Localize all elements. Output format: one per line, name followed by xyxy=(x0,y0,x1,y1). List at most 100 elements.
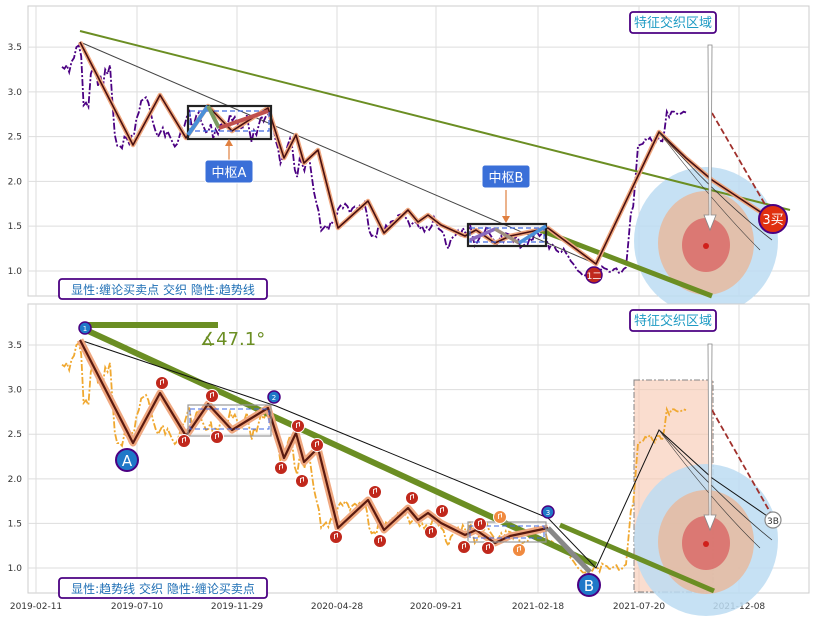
y-tick-label: 2.0 xyxy=(8,475,23,485)
bottom-curve-1 xyxy=(658,429,773,541)
note-glyph xyxy=(410,493,414,500)
x-tick-label: 2021-07-20 xyxy=(613,602,666,612)
x-tick-label: 2021-02-18 xyxy=(512,602,565,612)
note-glyph xyxy=(440,506,444,513)
top-price-line xyxy=(61,43,687,277)
note-marker xyxy=(329,530,343,544)
x-tick-label: 2019-07-10 xyxy=(111,602,164,612)
note-marker xyxy=(274,461,288,475)
bottom-trend-lower xyxy=(559,522,715,594)
top-projection-curve-2 xyxy=(658,131,761,251)
note-marker xyxy=(177,434,191,448)
y-tick-label: 3.0 xyxy=(8,88,23,98)
top-blob-center xyxy=(703,243,709,249)
bottom-pivot-a-box xyxy=(187,404,272,437)
bottom-legend: 显性:趋势线 交织 隐性:缠论买卖点 xyxy=(71,581,255,596)
bottom-panel: 1.01.52.02.53.03.5 2019-02-11 2019-07-10 2… xyxy=(8,303,810,616)
bottom-price-line xyxy=(61,341,687,574)
x-tick-label: 2019-11-29 xyxy=(211,602,264,612)
pivot-b-segment-3 xyxy=(518,224,547,245)
note-glyph xyxy=(315,440,319,447)
y-tick-label: 1.5 xyxy=(8,222,22,232)
point-1-label: 1 xyxy=(83,325,87,333)
pivot-b-box xyxy=(466,222,548,248)
pivot-a-callout: 中枢A xyxy=(212,166,247,181)
bottom-gray-segment xyxy=(546,526,592,574)
note-glyph xyxy=(210,391,214,398)
top-buy-3-label: 3买 xyxy=(762,213,783,228)
pivot-b-segment-2 xyxy=(494,227,520,245)
top-buy-1-marker xyxy=(585,266,603,284)
note-marker xyxy=(473,517,487,531)
note-marker xyxy=(405,491,419,505)
note-marker xyxy=(291,419,305,433)
note-glyph xyxy=(478,519,482,526)
note-glyph xyxy=(296,421,300,428)
top-projection-curve-1 xyxy=(658,131,773,241)
point-3b-label: 3B xyxy=(767,517,779,527)
point-2-label: 2 xyxy=(272,394,276,402)
y-tick-label: 3.5 xyxy=(8,43,22,53)
pivot-b-callout: 中枢B xyxy=(489,171,524,186)
note-glyph xyxy=(215,432,219,439)
pivot-b-segment-1 xyxy=(469,227,496,242)
top-trend-thin xyxy=(79,41,597,265)
top-zone-title: 特征交织区域 xyxy=(634,15,712,31)
note-glyph xyxy=(429,527,433,534)
pivot-a-segment-3 xyxy=(218,109,269,130)
bottom-thin-pen xyxy=(79,339,774,569)
note-glyph xyxy=(334,532,338,539)
bottom-zone-title-box xyxy=(629,309,717,332)
pivot-b-inner xyxy=(469,227,545,243)
y-tick-label: 1.0 xyxy=(8,267,23,277)
note-glyph xyxy=(160,378,164,385)
point-3-marker xyxy=(541,505,555,519)
pivot-a-arrowhead xyxy=(225,139,233,146)
bottom-legend-box xyxy=(58,577,268,599)
pivot-a-inner xyxy=(189,110,270,132)
note-marker xyxy=(373,534,387,548)
y-tick-label: 1.5 xyxy=(8,519,22,529)
note-glyph xyxy=(498,512,502,519)
note-marker xyxy=(310,438,324,452)
point-a-label: A xyxy=(122,452,133,470)
note-marker xyxy=(457,540,471,554)
y-tick-label: 3.0 xyxy=(8,386,23,396)
top-buy-1-label: 1二 xyxy=(587,272,602,282)
bottom-pen xyxy=(79,339,549,545)
note-marker xyxy=(435,504,449,518)
point-b-label: B xyxy=(584,577,594,595)
bottom-y-ticks: 1.0 1.5 2.0 2.5 3.0 3.5 xyxy=(8,341,23,574)
bottom-x-ticks: 2019-02-11 2019-07-10 2019-11-29 2020-04-28… xyxy=(10,602,766,612)
note-marker xyxy=(205,389,219,403)
note-marker xyxy=(295,474,309,488)
top-panel: 1.0 1.5 2.0 2.5 3.0 3.5 xyxy=(8,5,810,315)
pivot-a-box xyxy=(186,104,273,141)
x-tick-label: 2019-02-11 xyxy=(10,602,62,612)
top-y-ticks: 1.0 1.5 2.0 2.5 3.0 3.5 xyxy=(8,43,23,277)
top-buy-3-marker xyxy=(758,204,788,234)
note-marker xyxy=(155,376,169,390)
pivot-a-segment-2 xyxy=(206,105,221,129)
bottom-note-markers xyxy=(155,376,526,557)
pivot-b-callout-box xyxy=(481,164,531,189)
top-zone-arrow xyxy=(703,44,717,232)
top-pen xyxy=(79,41,766,265)
x-tick-label: 2020-09-21 xyxy=(410,602,462,612)
note-glyph xyxy=(486,543,490,550)
top-legend-box xyxy=(58,278,268,300)
note-marker xyxy=(210,430,224,444)
top-projection-dashed xyxy=(711,112,771,214)
note-glyph xyxy=(462,542,466,549)
note-marker xyxy=(424,525,438,539)
note-glyph xyxy=(373,487,377,494)
y-tick-label: 2.0 xyxy=(8,177,23,187)
note-marker xyxy=(481,541,495,555)
point-b-marker xyxy=(577,573,601,597)
y-tick-label: 1.0 xyxy=(8,564,23,574)
pivot-a-segment-1 xyxy=(186,104,210,137)
pivot-b-arrowhead xyxy=(502,216,510,223)
bottom-projection-dashed xyxy=(711,409,771,513)
